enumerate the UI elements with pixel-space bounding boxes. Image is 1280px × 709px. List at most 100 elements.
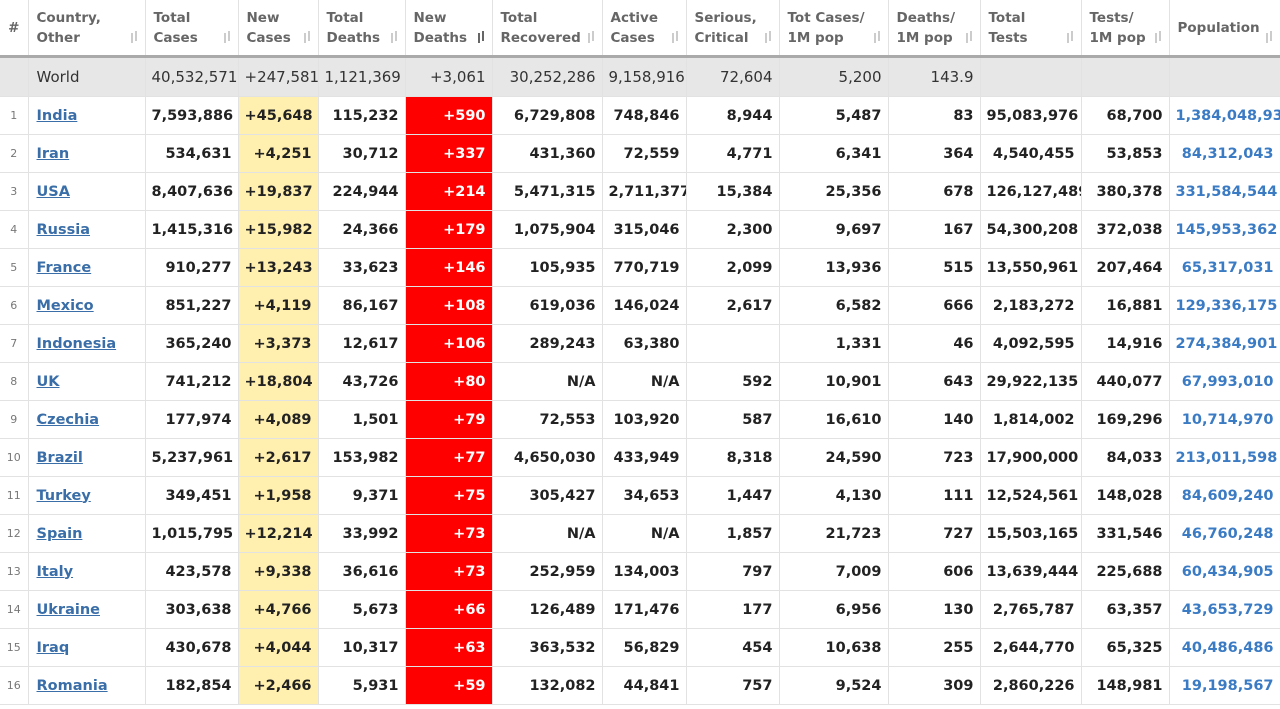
column-header[interactable]: Serious, Critical [686,0,780,58]
country-link[interactable]: Indonesia [36,335,117,352]
population-link[interactable]: 65,317,031 [1181,259,1274,276]
value-cell: 132,082 [492,666,603,705]
value-cell: 727 [888,514,981,553]
value-cell: +66 [405,590,493,629]
population-link[interactable]: 43,653,729 [1181,601,1274,618]
value-cell: 7,009 [779,552,889,591]
value-cell: 2,300 [686,210,780,249]
population-link[interactable]: 46,760,248 [1181,525,1274,542]
column-header[interactable]: Population [1169,0,1280,58]
header-text: Tests/ [1089,9,1134,26]
country-cell: Iraq [28,628,146,667]
value-cell: 105,935 [492,248,603,287]
population-link[interactable]: 331,584,544 [1175,183,1278,200]
value-cell: 5,471,315 [492,172,603,211]
value-cell: 5,487 [779,96,889,135]
value-cell: 13,936 [779,248,889,287]
value-cell: +3,061 [405,56,493,97]
value-cell: +2,466 [238,666,319,705]
value-cell: 331,546 [1081,514,1170,553]
population-link[interactable]: 60,434,905 [1181,563,1274,580]
country-link[interactable]: Russia [36,221,91,238]
value-cell: 72,553 [492,400,603,439]
value-cell: +12,214 [238,514,319,553]
country-link[interactable]: Iran [36,145,70,162]
column-header[interactable]: Total Deaths [318,0,406,58]
value-cell: 349,451 [145,476,239,515]
population-link[interactable]: 84,312,043 [1181,145,1274,162]
value-cell: 372,038 [1081,210,1170,249]
value-cell: +15,982 [238,210,319,249]
population-link[interactable]: 67,993,010 [1181,373,1274,390]
column-header[interactable]: Total Tests [980,0,1082,58]
index-cell: 1 [0,96,29,135]
value-cell: +106 [405,324,493,363]
value-cell [686,324,780,363]
value-cell: 12,617 [318,324,406,363]
value-cell: 1,501 [318,400,406,439]
column-header[interactable]: Tot Cases/1M pop [779,0,889,58]
value-cell: 40,532,571 [145,56,239,97]
column-header[interactable]: Country, Other [28,0,146,58]
country-link[interactable]: Romania [36,677,108,694]
column-header[interactable]: Active Cases [602,0,687,58]
value-cell: 16,881 [1081,286,1170,325]
value-cell: 111 [888,476,981,515]
index-cell: 11 [0,476,29,515]
value-cell: 363,532 [492,628,603,667]
index-cell: 7 [0,324,29,363]
country-row: 2 Iran 534,631 +4,251 30,712 +337 431,360 72,55… [0,134,1280,173]
population-link[interactable]: 84,609,240 [1181,487,1274,504]
country-link[interactable]: USA [36,183,70,200]
value-cell: 169,296 [1081,400,1170,439]
country-link[interactable]: UK [36,373,60,390]
value-cell: 63,380 [602,324,687,363]
header-text: Total [153,9,191,26]
column-header[interactable]: Deaths/1M pop [888,0,981,58]
column-header[interactable]: Total Cases [145,0,239,58]
country-link[interactable]: Ukraine [36,601,100,618]
country-link[interactable]: Czechia [36,411,100,428]
country-cell: World [28,56,146,97]
value-cell: 126,127,489 [980,172,1082,211]
population-link[interactable]: 1,384,048,939 [1175,107,1280,124]
population-link[interactable]: 213,011,598 [1175,449,1278,466]
country-link[interactable]: Mexico [36,297,94,314]
value-cell: 8,944 [686,96,780,135]
country-link[interactable]: France [36,259,92,276]
header-row: # Country, Other Total Cases New Cases Total Dea… [0,0,1280,58]
value-cell: 643 [888,362,981,401]
country-link[interactable]: India [36,107,78,124]
country-row: 5 France 910,277 +13,243 33,623 +146 105,935 77… [0,248,1280,287]
column-header[interactable]: Total Recovered [492,0,603,58]
value-cell: +75 [405,476,493,515]
country-link[interactable]: Brazil [36,449,83,466]
column-header[interactable]: Tests/1M pop [1081,0,1170,58]
index-cell [0,56,29,97]
value-cell: +4,044 [238,628,319,667]
value-cell: 84,609,240 [1169,476,1280,515]
value-cell: 331,584,544 [1169,172,1280,211]
value-cell: 2,099 [686,248,780,287]
population-link[interactable]: 274,384,901 [1175,335,1278,352]
value-cell: 252,959 [492,552,603,591]
index-cell: 13 [0,552,29,591]
country-link[interactable]: Iraq [36,639,70,656]
population-link[interactable]: 10,714,970 [1181,411,1274,428]
country-link[interactable]: Spain [36,525,83,542]
column-header[interactable]: New Cases [238,0,319,58]
country-link[interactable]: Turkey [36,487,91,504]
country-row: 14 Ukraine 303,638 +4,766 5,673 +66 126,489 171… [0,590,1280,629]
population-link[interactable]: 129,336,175 [1175,297,1278,314]
value-cell: 1,075,904 [492,210,603,249]
country-link[interactable]: Italy [36,563,74,580]
value-cell: 431,360 [492,134,603,173]
population-link[interactable]: 145,953,362 [1175,221,1278,238]
column-header[interactable]: New Deaths [405,0,493,58]
population-link[interactable]: 40,486,486 [1181,639,1274,656]
value-cell: 365,240 [145,324,239,363]
value-cell: 454 [686,628,780,667]
country-row: 7 Indonesia 365,240 +3,373 12,617 +106 289,243… [0,324,1280,363]
population-link[interactable]: 19,198,567 [1181,677,1274,694]
